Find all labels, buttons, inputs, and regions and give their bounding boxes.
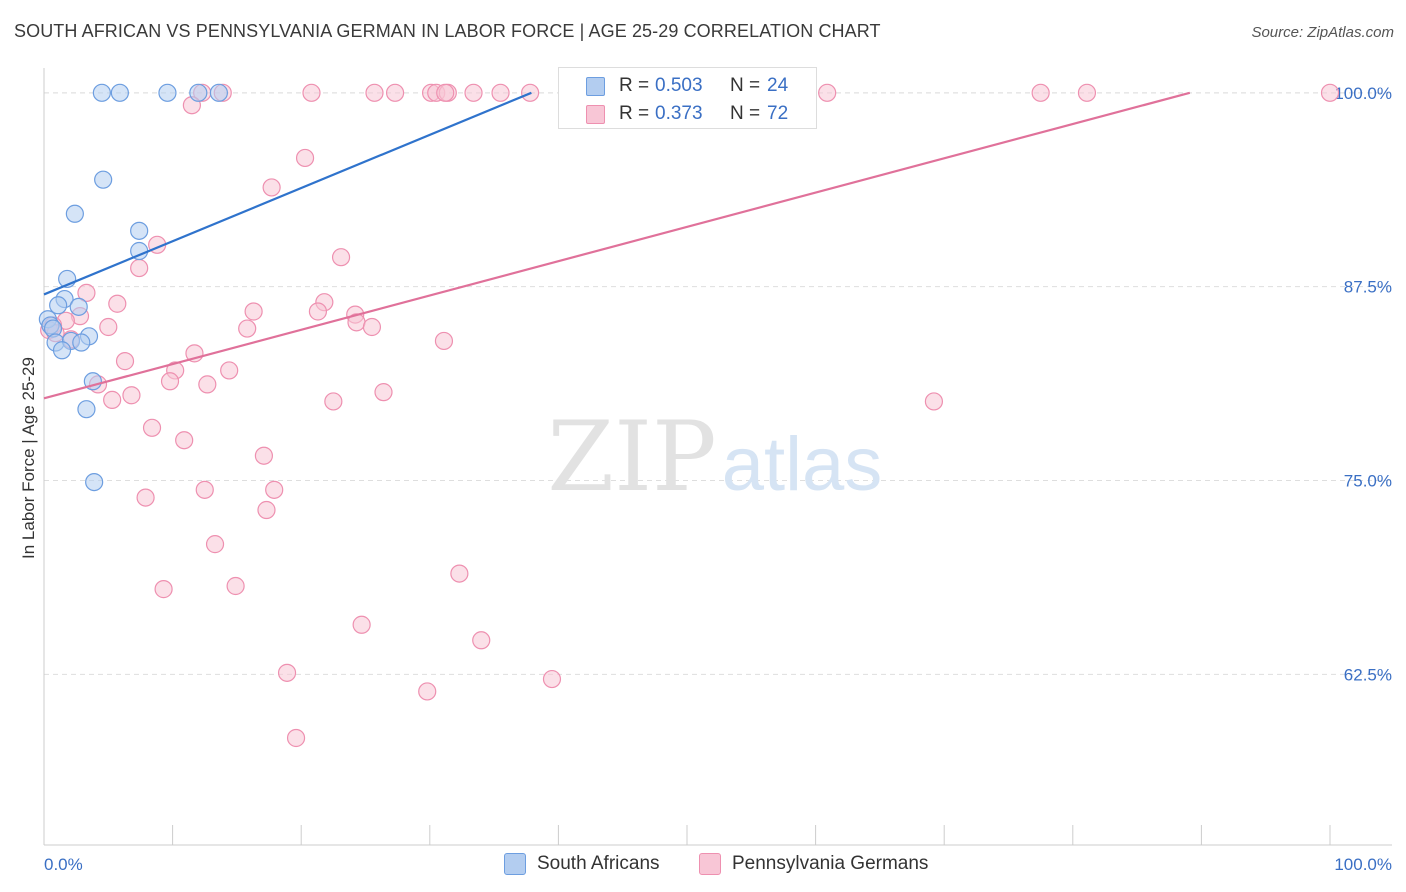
axes [43, 68, 1392, 846]
point-pennsylvania-german [362, 317, 382, 337]
n-value: 24 [767, 75, 789, 96]
r-label: R = [619, 103, 650, 124]
legend-label: Pennsylvania Germans [732, 853, 929, 874]
point-pennsylvania-german [277, 663, 297, 682]
point-pennsylvania-german [77, 283, 96, 302]
point-pennsylvania-german [238, 319, 257, 338]
y-tick-label: 75.0% [1344, 472, 1392, 491]
y-tick-label: 62.5% [1344, 665, 1392, 684]
point-south-african [69, 297, 88, 316]
point-pennsylvania-german [262, 178, 281, 197]
point-pennsylvania-german [302, 83, 321, 102]
point-south-african [65, 204, 84, 223]
point-pennsylvania-german [1320, 83, 1340, 102]
blue-swatch [586, 77, 605, 96]
point-pennsylvania-german [254, 446, 274, 465]
point-pennsylvania-german [103, 390, 122, 409]
point-pennsylvania-german [108, 294, 127, 313]
point-pennsylvania-german [286, 728, 306, 748]
point-pennsylvania-german [434, 331, 454, 351]
y-tick-label: 100.0% [1334, 84, 1392, 103]
point-pennsylvania-german [154, 580, 173, 599]
n-value: 72 [767, 103, 789, 124]
point-pennsylvania-german [99, 317, 118, 337]
x-tick-label-min: 0.0% [44, 855, 83, 874]
source-label: Source: ZipAtlas.com [1251, 24, 1394, 41]
point-pennsylvania-german [385, 83, 405, 102]
gridlines [44, 92, 1392, 675]
point-pennsylvania-german [436, 83, 455, 102]
point-pennsylvania-german [542, 669, 562, 689]
point-pennsylvania-german [418, 682, 437, 701]
point-pennsylvania-german [130, 258, 149, 278]
point-south-african [92, 83, 111, 102]
stats-row-south-africans: R = 0.503 N = 24 [559, 71, 816, 101]
point-south-african [209, 83, 228, 102]
point-pennsylvania-german [226, 576, 245, 596]
legend-label: South Africans [537, 853, 660, 874]
point-south-african [49, 296, 68, 315]
n-label: N = [730, 75, 761, 96]
point-pennsylvania-german [198, 375, 217, 394]
stats-row-pennsylvania-germans: R = 0.373 N = 72 [559, 99, 816, 129]
tick-labels: 62.5% 75.0% 87.5% 100.0% 0.0% 100.0% [44, 84, 1392, 874]
point-pennsylvania-german [818, 83, 837, 102]
point-south-african [72, 333, 91, 352]
point-pennsylvania-german [205, 535, 225, 554]
chart-title: SOUTH AFRICAN VS PENNSYLVANIA GERMAN IN … [14, 21, 881, 41]
point-south-african [94, 170, 113, 189]
point-pennsylvania-german [352, 615, 371, 634]
point-pennsylvania-german [257, 500, 276, 520]
point-pennsylvania-german [122, 386, 141, 405]
point-south-african [130, 221, 149, 240]
point-pennsylvania-german [365, 83, 384, 102]
blue-swatch [504, 853, 526, 875]
point-pennsylvania-german [1077, 83, 1097, 102]
point-pennsylvania-german [244, 302, 263, 321]
point-south-african [158, 83, 177, 102]
point-south-african [85, 472, 104, 492]
trend-lines [43, 91, 1191, 400]
point-pennsylvania-german [374, 383, 393, 402]
r-value: 0.373 [655, 103, 703, 124]
point-south-african [52, 341, 72, 360]
point-pennsylvania-german [472, 631, 491, 650]
watermark-zip: ZIP [547, 401, 716, 513]
point-pennsylvania-german [308, 302, 328, 321]
point-pennsylvania-german [195, 480, 214, 499]
pink-swatch [699, 853, 721, 875]
point-south-african [77, 400, 96, 419]
point-pennsylvania-german [331, 248, 351, 267]
point-south-african [189, 83, 208, 102]
y-tick-label: 87.5% [1344, 278, 1392, 297]
r-value: 0.503 [655, 75, 703, 96]
point-pennsylvania-german [295, 148, 315, 168]
point-pennsylvania-german [160, 372, 180, 391]
point-pennsylvania-german [220, 361, 239, 380]
series-legend: South Africans Pennsylvania Germans [0, 851, 1406, 879]
watermark-atlas: atlas [722, 422, 883, 507]
point-pennsylvania-german [136, 488, 155, 507]
point-pennsylvania-german [142, 418, 162, 437]
n-label: N = [730, 103, 761, 124]
x-tick-label-max: 100.0% [1334, 855, 1392, 874]
point-pennsylvania-german [175, 431, 194, 450]
point-pennsylvania-german [464, 83, 483, 102]
series-south-africans [38, 83, 228, 492]
trend-line-south-africans [43, 91, 532, 296]
trend-line-pennsylvania-germans [43, 91, 1191, 400]
point-south-african [110, 83, 129, 102]
point-pennsylvania-german [924, 392, 944, 411]
point-pennsylvania-german [115, 352, 135, 371]
pink-swatch [586, 105, 605, 124]
point-pennsylvania-german [450, 564, 469, 583]
stats-legend: R = 0.503 N = 24 R = 0.373 N = 72 [558, 67, 817, 129]
point-pennsylvania-german [265, 480, 284, 499]
point-pennsylvania-german [491, 83, 510, 102]
point-pennsylvania-german [324, 392, 343, 411]
point-pennsylvania-german [1031, 83, 1050, 102]
r-label: R = [619, 75, 650, 96]
watermark: ZIP atlas [547, 401, 882, 513]
